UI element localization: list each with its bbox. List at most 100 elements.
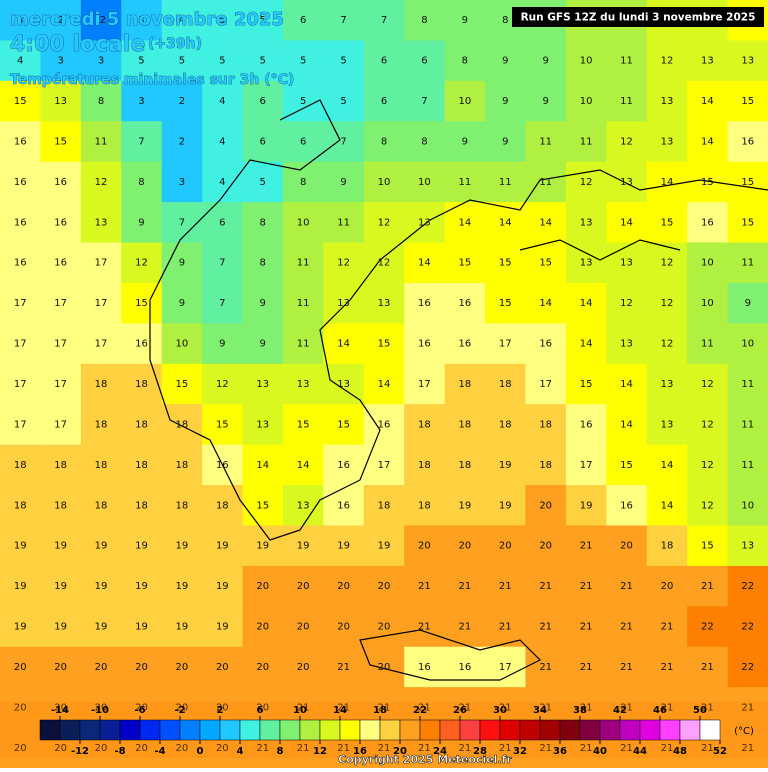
- cell-value: 18: [14, 460, 27, 471]
- cell: [242, 606, 284, 648]
- cell: [363, 40, 405, 82]
- cell: [121, 161, 163, 203]
- cell: [161, 444, 203, 486]
- cell-value: 14: [661, 500, 674, 511]
- cell: [646, 161, 688, 203]
- cell: [646, 606, 688, 648]
- cell-value: 22: [741, 662, 754, 673]
- cell-value: 15: [14, 96, 27, 107]
- cell-value: 13: [741, 56, 754, 67]
- cell-value: 20: [176, 702, 189, 713]
- cell: [242, 363, 284, 405]
- cell-value: 18: [539, 460, 552, 471]
- cell-value: 12: [216, 379, 229, 390]
- cell: [444, 444, 486, 486]
- cell-value: 19: [499, 500, 512, 511]
- cell: [687, 404, 729, 446]
- cell: [40, 363, 82, 405]
- colorbar-label: 46: [653, 705, 667, 716]
- cell-value: 3: [138, 15, 144, 26]
- colorbar-label: 32: [513, 746, 527, 757]
- cell-value: 12: [701, 379, 714, 390]
- cell: [727, 606, 768, 648]
- cell-value: 2: [179, 96, 185, 107]
- cell-value: 16: [337, 460, 350, 471]
- cell: [565, 404, 607, 446]
- cell: [121, 202, 163, 244]
- cell-value: 11: [95, 136, 108, 147]
- cell-value: 10: [580, 96, 593, 107]
- cell-value: 20: [14, 743, 27, 754]
- cell-value: 16: [418, 298, 431, 309]
- cell-value: 16: [458, 662, 471, 673]
- cell: [646, 323, 688, 365]
- cell-value: 13: [580, 217, 593, 228]
- cell-value: 11: [580, 136, 593, 147]
- cell-value: 18: [499, 419, 512, 430]
- cell: [161, 202, 203, 244]
- cell-value: 14: [297, 460, 310, 471]
- cell: [363, 282, 405, 324]
- cell-value: 21: [256, 743, 269, 754]
- cell: [363, 646, 405, 688]
- colorbar-swatch: [279, 719, 301, 741]
- cell: [323, 444, 365, 486]
- cell: [485, 40, 526, 82]
- colorbar-label: 42: [613, 705, 627, 716]
- cell-value: 9: [502, 56, 508, 67]
- cell-value: 21: [539, 581, 552, 592]
- cell-value: 20: [539, 500, 552, 511]
- cell-value: 19: [135, 622, 148, 633]
- cell-value: 18: [14, 500, 27, 511]
- cell-value: 18: [458, 460, 471, 471]
- cell: [40, 323, 82, 365]
- colorbar-swatch: [479, 719, 501, 741]
- cell-value: 17: [95, 298, 108, 309]
- cell: [80, 444, 122, 486]
- cell-value: 21: [620, 662, 633, 673]
- cell-value: 16: [378, 419, 391, 430]
- run-box: [512, 7, 764, 27]
- coastline: [149, 99, 768, 681]
- cell: [565, 202, 607, 244]
- cell-value: 16: [539, 339, 552, 350]
- cell: [80, 404, 122, 446]
- cell-value: 18: [458, 379, 471, 390]
- cell-value: 5: [219, 15, 225, 26]
- cell: [525, 565, 567, 607]
- cell: [161, 282, 203, 324]
- cell-value: 17: [14, 298, 27, 309]
- cell: [444, 565, 486, 607]
- cell-value: 3: [179, 177, 185, 188]
- cell: [565, 606, 607, 648]
- cell: [202, 404, 244, 446]
- cell: [444, 404, 486, 446]
- cell: [525, 40, 567, 82]
- cell-value: 12: [337, 258, 350, 269]
- cell: [525, 121, 567, 163]
- cell: [0, 0, 41, 41]
- cell: [202, 525, 244, 567]
- colorbar-swatch: [179, 719, 201, 741]
- cell-value: 21: [661, 702, 674, 713]
- cell-value: 22: [701, 622, 714, 633]
- cell-value: 9: [138, 217, 144, 228]
- cell: [525, 485, 567, 526]
- cell: [646, 444, 688, 486]
- colorbar-label: 24: [433, 746, 447, 757]
- cell-value: 21: [701, 702, 714, 713]
- cell-value: 13: [620, 177, 633, 188]
- cell-value: 20: [95, 662, 108, 673]
- colorbar-label: -12: [71, 746, 89, 757]
- cell-value: 5: [300, 56, 306, 67]
- cell: [444, 161, 486, 203]
- cell-value: 8: [502, 15, 508, 26]
- cell: [485, 202, 526, 244]
- cell-value: 12: [661, 258, 674, 269]
- cell: [161, 40, 203, 82]
- cell: [161, 323, 203, 365]
- cell-value: 6: [300, 15, 306, 26]
- cell: [404, 242, 446, 284]
- cell: [202, 323, 244, 365]
- cell-value: 17: [499, 339, 512, 350]
